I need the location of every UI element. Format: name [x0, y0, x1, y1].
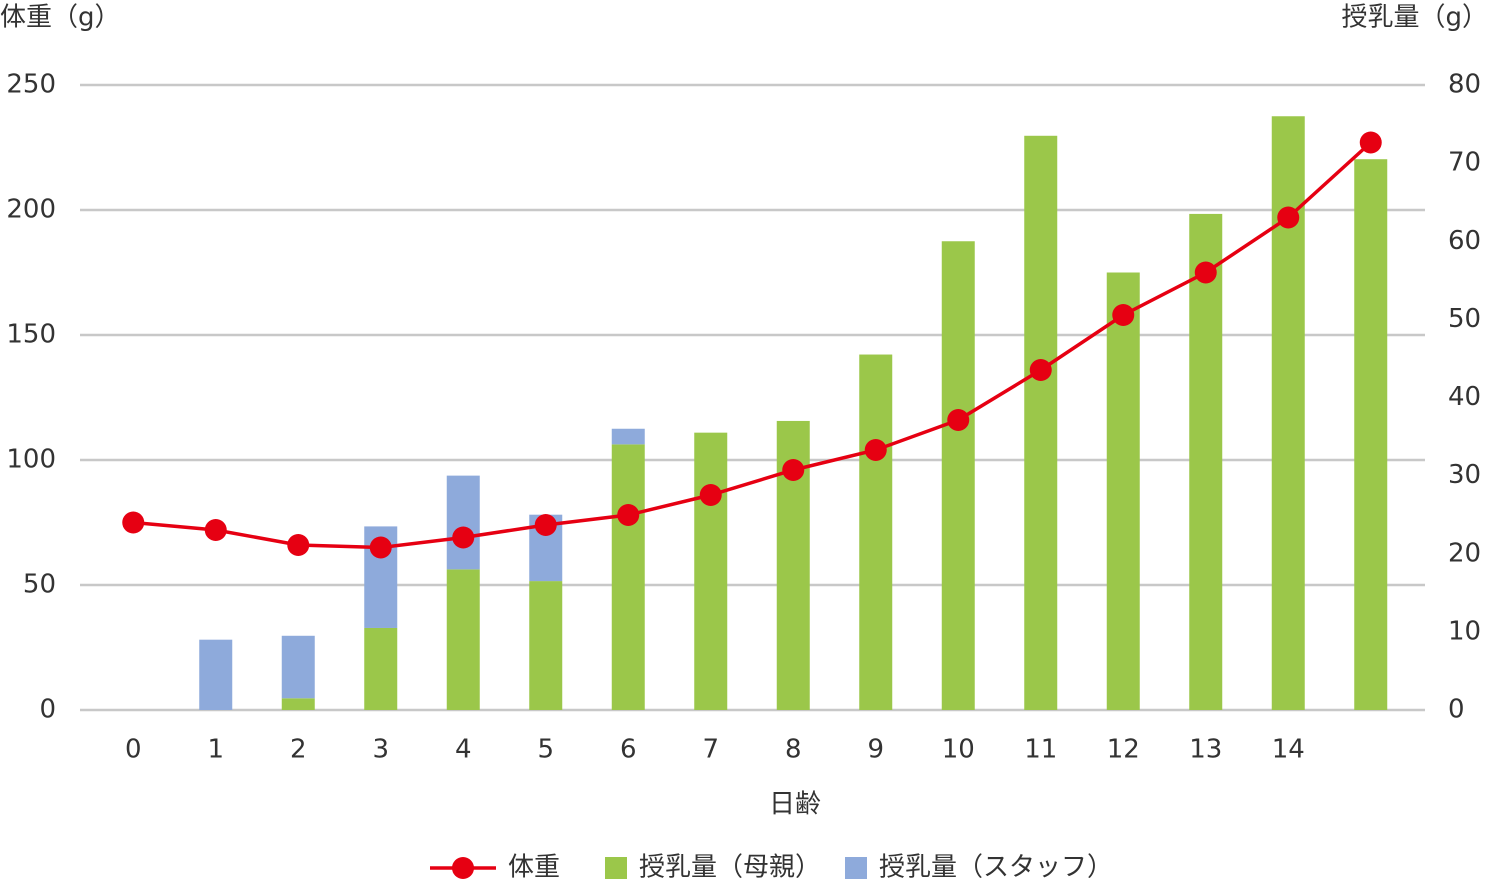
legend-swatch [845, 857, 867, 879]
bar [364, 627, 398, 710]
y2-tick-label: 70 [1448, 148, 1481, 178]
x-tick-label: 8 [785, 735, 802, 765]
bar [1106, 272, 1140, 710]
point [947, 409, 970, 431]
bar [941, 241, 975, 710]
point [1277, 206, 1300, 229]
point [782, 459, 805, 481]
y-tick-label: 250 [6, 70, 56, 100]
x-tick-label: 7 [702, 735, 719, 765]
bar [1189, 213, 1223, 710]
legend-label: 授乳量（スタッフ） [879, 853, 1113, 883]
legend-swatch [605, 857, 627, 879]
bar [1354, 159, 1388, 710]
x-tick-label: 2 [290, 735, 307, 765]
x-tick-label: 14 [1272, 735, 1305, 765]
point [864, 439, 887, 461]
y2-tick-label: 50 [1448, 304, 1481, 334]
x-tick-label: 10 [942, 735, 975, 765]
legend-label: 体重 [508, 853, 560, 883]
x-tick-label: 11 [1024, 735, 1057, 765]
x-tick-label: 12 [1107, 735, 1140, 765]
legend-label: 授乳量（母親） [639, 853, 821, 883]
point [122, 511, 145, 534]
point [1029, 359, 1052, 381]
bar [446, 569, 480, 710]
bar [859, 354, 893, 710]
x-tick-label: 0 [125, 735, 142, 765]
y2-axis-title: 授乳量（g） [1341, 3, 1488, 33]
x-tick-label: 9 [867, 735, 884, 765]
line [133, 141, 1372, 550]
y2-tick-label: 20 [1448, 538, 1481, 568]
point [204, 519, 227, 541]
point [617, 504, 640, 526]
x-tick-label: 3 [372, 735, 389, 765]
bar [611, 444, 645, 710]
point [1194, 261, 1217, 284]
x-tick-label: 13 [1189, 735, 1222, 765]
bar [1024, 135, 1058, 710]
y2-tick-label: 40 [1448, 382, 1481, 412]
bar [281, 698, 315, 710]
bar [694, 432, 728, 710]
point [699, 484, 722, 506]
point [287, 534, 310, 556]
bar [281, 635, 315, 699]
bar [446, 475, 480, 570]
point [1359, 131, 1382, 154]
x-tick-label: 5 [537, 735, 554, 765]
y-tick-label: 200 [6, 195, 56, 225]
y2-tick-label: 0 [1448, 695, 1465, 725]
x-tick-label: 4 [455, 735, 472, 765]
point [1112, 304, 1135, 326]
y-tick-label: 50 [23, 570, 56, 600]
bar [611, 428, 645, 445]
point [452, 526, 475, 549]
y2-tick-label: 80 [1448, 70, 1481, 100]
y-tick-label: 100 [6, 445, 56, 475]
y-tick-label: 0 [39, 695, 56, 725]
point [534, 514, 557, 536]
legend-marker [452, 857, 474, 879]
y2-tick-label: 10 [1448, 616, 1481, 646]
y2-tick-label: 30 [1448, 460, 1481, 490]
x-tick-label: 6 [620, 735, 637, 765]
bar [199, 639, 233, 710]
y-axis-title: 体重（g） [0, 3, 121, 33]
y2-tick-label: 60 [1448, 226, 1481, 256]
x-tick-label: 1 [207, 735, 224, 765]
bar [529, 581, 563, 710]
point [369, 536, 392, 559]
x-axis-title: 日齢 [769, 790, 821, 820]
y-tick-label: 150 [6, 320, 56, 350]
